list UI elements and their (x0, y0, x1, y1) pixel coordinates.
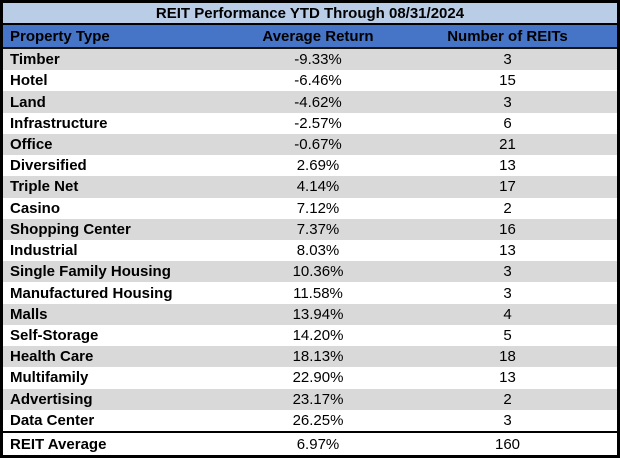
table-title: REIT Performance YTD Through 08/31/2024 (155, 4, 465, 22)
average-return-cell: 26.25% (292, 411, 344, 429)
number-of-reits-cell: 3 (503, 51, 512, 69)
header-average-return: Average Return (262, 27, 374, 45)
table-row: Industrial 8.03% 13 (3, 240, 617, 261)
property-type-cell: Infrastructure (10, 114, 108, 132)
average-return-cell: 11.58% (293, 284, 343, 302)
footer-number-of-reits-cell: 160 (494, 435, 521, 453)
table-row: Single Family Housing 10.36% 3 (3, 261, 617, 283)
average-return-cell: 13.94% (292, 305, 344, 323)
table-row: Infrastructure -2.57% 6 (3, 113, 617, 134)
table-header-row: Property Type Average Return Number of R… (3, 25, 617, 49)
number-of-reits-cell: 6 (503, 114, 512, 132)
property-type-cell: Timber (10, 51, 60, 69)
property-type-cell: Single Family Housing (10, 263, 171, 281)
average-return-cell: 23.17% (292, 390, 344, 408)
property-type-cell: Advertising (10, 390, 93, 408)
number-of-reits-cell: 2 (503, 199, 512, 217)
table-row: Shopping Center 7.37% 16 (3, 218, 617, 240)
table-body: Timber -9.33% 3 Hotel -6.46% 15 Land -4.… (3, 49, 617, 431)
number-of-reits-cell: 3 (503, 411, 512, 429)
property-type-cell: Triple Net (10, 178, 79, 196)
number-of-reits-cell: 16 (499, 220, 516, 238)
table-title-bar: REIT Performance YTD Through 08/31/2024 (3, 3, 617, 25)
number-of-reits-cell: 3 (503, 284, 512, 302)
average-return-cell: -4.62% (294, 93, 342, 111)
table-row: Data Center 26.25% 3 (3, 410, 617, 431)
property-type-cell: Casino (10, 199, 61, 217)
property-type-cell: Industrial (10, 242, 78, 260)
number-of-reits-cell: 2 (503, 390, 512, 408)
table-row: Timber -9.33% 3 (3, 49, 617, 71)
table-footer-row: REIT Average 6.97% 160 (3, 431, 617, 455)
average-return-cell: 18.13% (292, 348, 344, 366)
number-of-reits-cell: 13 (499, 157, 516, 175)
table-row: Triple Net 4.14% 17 (3, 176, 617, 198)
average-return-cell: 10.36% (292, 263, 344, 281)
table-row: Hotel -6.46% 15 (3, 70, 617, 91)
number-of-reits-cell: 4 (503, 305, 512, 323)
property-type-cell: Hotel (10, 72, 48, 90)
table-row: Advertising 23.17% 2 (3, 388, 617, 410)
table-row: Manufactured Housing 11.58% 3 (3, 282, 617, 303)
number-of-reits-cell: 13 (499, 369, 516, 387)
number-of-reits-cell: 18 (499, 348, 516, 366)
average-return-cell: 22.90% (292, 369, 344, 387)
average-return-cell: 7.37% (296, 220, 340, 238)
property-type-cell: Office (10, 135, 53, 153)
table-row: Casino 7.12% 2 (3, 198, 617, 219)
number-of-reits-cell: 21 (499, 135, 516, 153)
table-row: Malls 13.94% 4 (3, 303, 617, 325)
property-type-cell: Health Care (10, 348, 94, 366)
number-of-reits-cell: 3 (503, 263, 512, 281)
property-type-cell: Data Center (10, 411, 95, 429)
average-return-cell: -6.46% (294, 72, 342, 90)
table-row: Self-Storage 14.20% 5 (3, 325, 617, 346)
number-of-reits-cell: 3 (503, 93, 512, 111)
footer-average-return-cell: 6.97% (296, 435, 340, 453)
table-row: Diversified 2.69% 13 (3, 155, 617, 176)
property-type-cell: Shopping Center (10, 220, 131, 238)
header-property-type: Property Type (10, 27, 110, 45)
table-row: Land -4.62% 3 (3, 91, 617, 113)
average-return-cell: 8.03% (296, 242, 340, 260)
average-return-cell: -9.33% (294, 51, 342, 69)
property-type-cell: Malls (10, 305, 48, 323)
number-of-reits-cell: 5 (503, 326, 512, 344)
number-of-reits-cell: 17 (499, 178, 516, 196)
average-return-cell: -0.67% (294, 135, 342, 153)
number-of-reits-cell: 13 (499, 242, 516, 260)
average-return-cell: 7.12% (296, 199, 340, 217)
number-of-reits-cell: 15 (499, 72, 516, 90)
average-return-cell: 14.20% (292, 326, 344, 344)
property-type-cell: Diversified (10, 157, 87, 175)
average-return-cell: 4.14% (296, 178, 340, 196)
property-type-cell: Multifamily (10, 369, 89, 387)
average-return-cell: 2.69% (296, 157, 340, 175)
property-type-cell: Manufactured Housing (10, 284, 173, 302)
footer-property-type-cell: REIT Average (10, 435, 107, 453)
average-return-cell: -2.57% (294, 114, 342, 132)
table-row: Health Care 18.13% 18 (3, 346, 617, 368)
table-row: Multifamily 22.90% 13 (3, 367, 617, 388)
header-number-of-reits: Number of REITs (447, 27, 568, 45)
property-type-cell: Land (10, 93, 46, 111)
table-row: Office -0.67% 21 (3, 133, 617, 156)
property-type-cell: Self-Storage (10, 326, 99, 344)
